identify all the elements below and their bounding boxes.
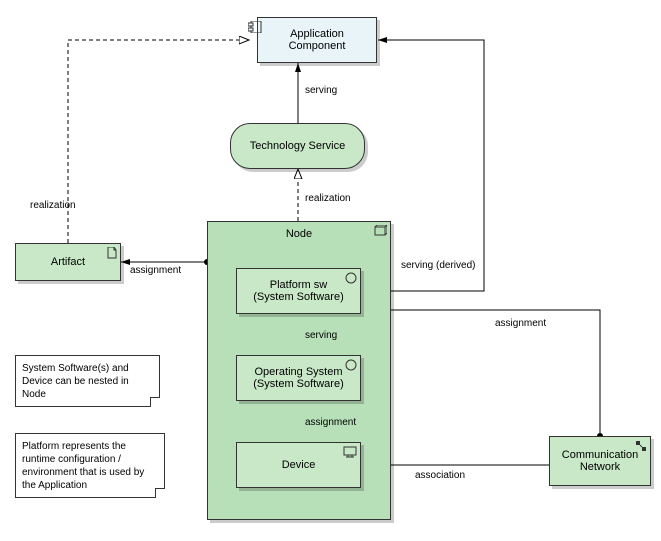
os-label: Operating System (System Software) — [253, 366, 343, 390]
communication-network: Communication Network — [549, 436, 651, 486]
system-software-icon — [345, 359, 357, 371]
platform-sw-label: Platform sw (System Software) — [253, 279, 343, 303]
label-assignment3: assignment — [495, 318, 546, 329]
note1-text: System Software(s) and Device can be nes… — [22, 363, 129, 400]
label-association: association — [415, 470, 465, 481]
app-component-label: Application Component — [289, 28, 346, 52]
application-component: Application Component — [257, 17, 377, 63]
component-icon — [248, 21, 262, 33]
technology-service: Technology Service — [230, 123, 365, 169]
node-label: Node — [286, 228, 312, 240]
label-realization2: realization — [305, 193, 351, 204]
platform-sw: Platform sw (System Software) — [236, 268, 361, 314]
operating-system: Operating System (System Software) — [236, 355, 361, 401]
label-serving1: serving — [305, 85, 337, 96]
note-nesting: System Software(s) and Device can be nes… — [15, 355, 160, 407]
label-realization1: realization — [30, 200, 76, 211]
artifact: Artifact — [15, 243, 121, 281]
tech-service-label: Technology Service — [250, 140, 345, 152]
node-icon — [373, 225, 387, 237]
device: Device — [236, 442, 361, 488]
label-assignment1: assignment — [130, 265, 181, 276]
device-icon — [343, 446, 357, 458]
system-software-icon — [345, 272, 357, 284]
artifact-icon — [107, 247, 117, 259]
artifact-label: Artifact — [51, 256, 85, 268]
label-serving-derived: serving (derived) — [401, 260, 475, 271]
label-assignment2: assignment — [305, 417, 356, 428]
comm-network-label: Communication Network — [562, 449, 638, 473]
note2-text: Platform represents the runtime configur… — [22, 441, 144, 491]
note-platform: Platform represents the runtime configur… — [15, 433, 165, 498]
network-icon — [635, 440, 647, 452]
label-serving2: serving — [305, 330, 337, 341]
device-label: Device — [282, 459, 316, 471]
